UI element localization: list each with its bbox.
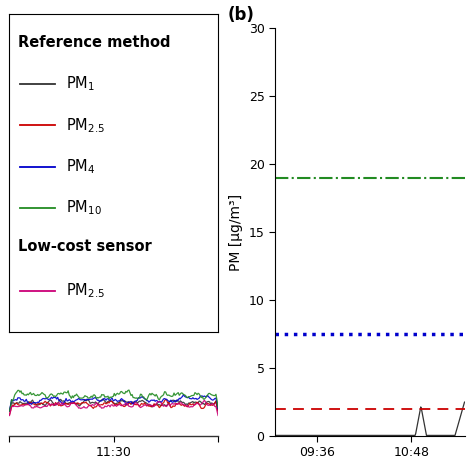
Text: PM$_{10}$: PM$_{10}$ <box>66 199 101 217</box>
Text: (b): (b) <box>228 6 255 24</box>
Text: PM$_{2.5}$: PM$_{2.5}$ <box>66 281 105 300</box>
Text: PM$_4$: PM$_4$ <box>66 157 95 176</box>
Text: PM$_{2.5}$: PM$_{2.5}$ <box>66 116 105 135</box>
Y-axis label: PM [μg/m³]: PM [μg/m³] <box>229 194 243 271</box>
Text: Reference method: Reference method <box>18 35 170 50</box>
Text: PM$_1$: PM$_1$ <box>66 75 95 93</box>
Text: Low-cost sensor: Low-cost sensor <box>18 238 152 254</box>
